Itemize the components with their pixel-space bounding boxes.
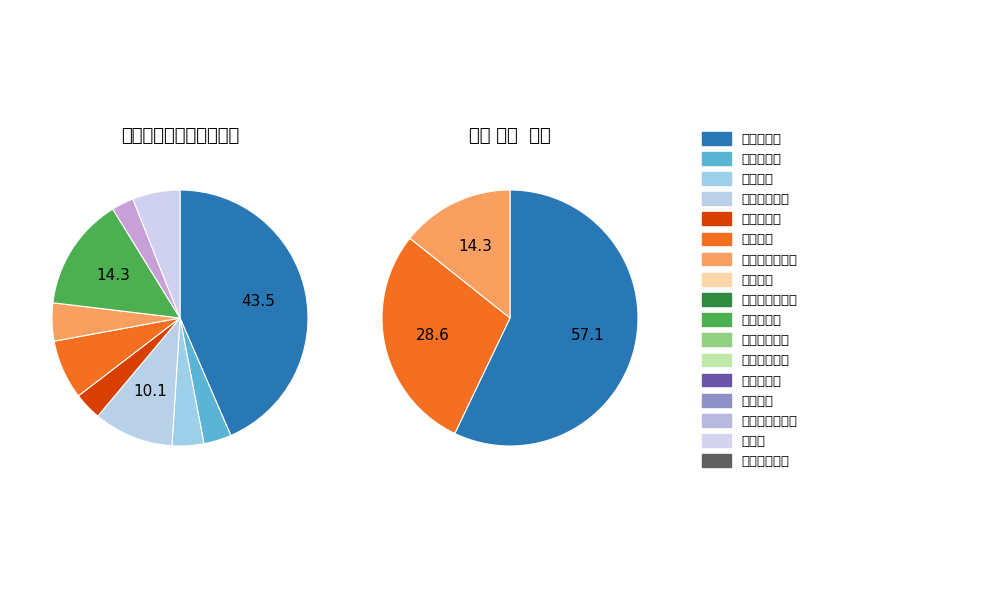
- Wedge shape: [52, 303, 180, 341]
- Wedge shape: [53, 209, 180, 318]
- Text: 43.5: 43.5: [241, 295, 275, 310]
- Wedge shape: [410, 190, 510, 318]
- Wedge shape: [78, 318, 180, 416]
- Wedge shape: [54, 318, 180, 396]
- Wedge shape: [98, 318, 180, 446]
- Text: 14.3: 14.3: [459, 239, 492, 254]
- Title: セ・リーグ全プレイヤー: セ・リーグ全プレイヤー: [121, 127, 239, 145]
- Wedge shape: [113, 199, 180, 318]
- Title: 若林 晃弘  選手: 若林 晃弘 選手: [469, 127, 551, 145]
- Wedge shape: [133, 190, 180, 318]
- Wedge shape: [180, 318, 231, 444]
- Text: 14.3: 14.3: [96, 268, 130, 283]
- Legend: ストレート, ツーシーム, シュート, カットボール, スプリット, フォーク, チェンジアップ, シンカー, 高速スライダー, スライダー, 縦スライダー, : ストレート, ツーシーム, シュート, カットボール, スプリット, フォーク,…: [702, 132, 797, 468]
- Wedge shape: [455, 190, 638, 446]
- Text: 57.1: 57.1: [571, 328, 604, 343]
- Text: 28.6: 28.6: [416, 328, 450, 343]
- Wedge shape: [382, 238, 510, 433]
- Text: 10.1: 10.1: [134, 384, 167, 399]
- Wedge shape: [172, 318, 204, 446]
- Wedge shape: [180, 190, 308, 436]
